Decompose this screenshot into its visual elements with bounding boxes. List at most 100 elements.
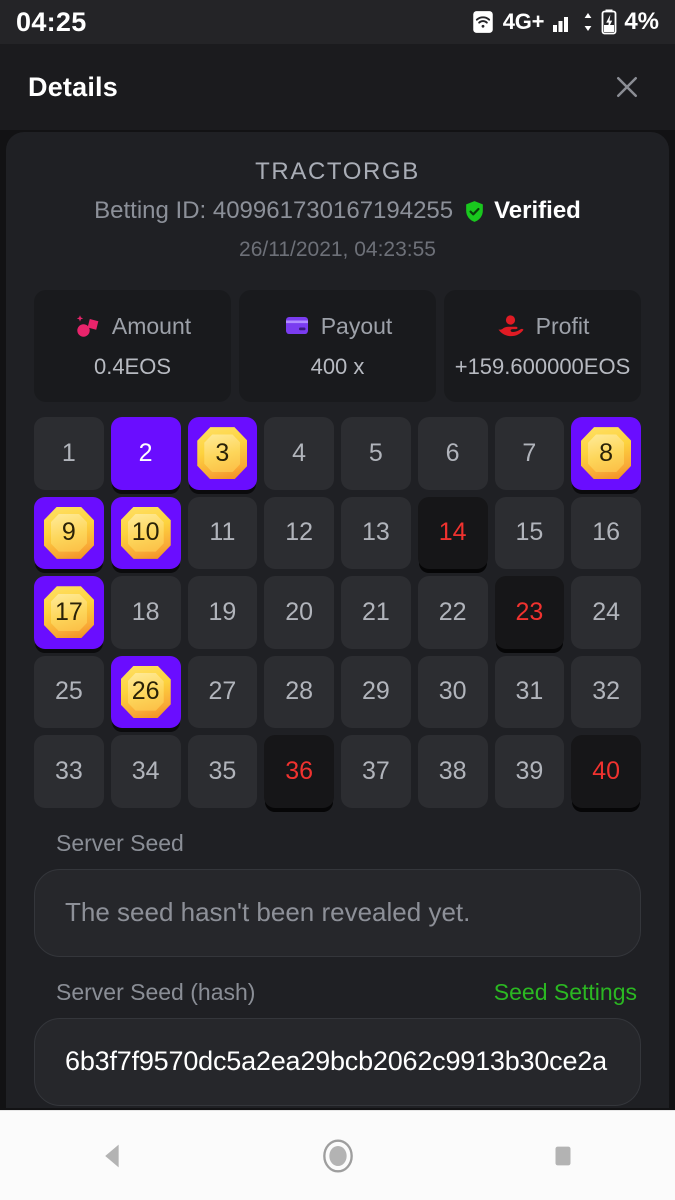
grid-cell-body[interactable]: 32 bbox=[571, 655, 641, 729]
grid-cell-body[interactable]: 22 bbox=[417, 576, 488, 649]
grid-cell-37[interactable]: 37 bbox=[341, 735, 411, 808]
grid-cell-39[interactable]: 39 bbox=[494, 735, 565, 808]
signal-icon bbox=[551, 10, 575, 34]
grid-cell-number: 3 bbox=[215, 438, 230, 467]
grid-cell-23[interactable]: 23 bbox=[494, 576, 565, 649]
grid-cell-body[interactable]: 21 bbox=[341, 576, 411, 649]
grid-cell-number: 40 bbox=[592, 756, 621, 785]
grid-cell-24[interactable]: 24 bbox=[571, 576, 641, 649]
grid-cell-body[interactable]: 40 bbox=[571, 735, 641, 808]
grid-cell-7[interactable]: 7 bbox=[494, 417, 565, 490]
grid-cell-12[interactable]: 12 bbox=[264, 496, 334, 570]
grid-cell-body[interactable]: 36 bbox=[264, 735, 334, 808]
nav-home-button[interactable] bbox=[278, 1111, 398, 1200]
grid-cell-16[interactable]: 16 bbox=[571, 496, 641, 570]
grid-cell-body[interactable]: 31 bbox=[494, 655, 565, 729]
nav-back-button[interactable] bbox=[53, 1111, 173, 1200]
grid-cell-body[interactable]: 1 bbox=[34, 417, 104, 490]
grid-cell-body[interactable]: 38 bbox=[417, 735, 488, 808]
grid-cell-body[interactable]: 11 bbox=[187, 496, 258, 570]
grid-cell-14[interactable]: 14 bbox=[417, 496, 488, 570]
grid-cell-25[interactable]: 25 bbox=[34, 655, 104, 729]
grid-cell-body[interactable]: 23 bbox=[494, 576, 565, 649]
grid-cell-4[interactable]: 4 bbox=[264, 417, 334, 490]
grid-cell-body[interactable]: 28 bbox=[264, 655, 334, 729]
grid-cell-29[interactable]: 29 bbox=[341, 655, 411, 729]
grid-cell-body[interactable]: 9 bbox=[34, 496, 104, 570]
grid-cell-27[interactable]: 27 bbox=[187, 655, 258, 729]
grid-cell-30[interactable]: 30 bbox=[417, 655, 488, 729]
grid-cell-8[interactable]: 8 bbox=[571, 417, 641, 490]
grid-cell-20[interactable]: 20 bbox=[264, 576, 334, 649]
grid-cell-number: 9 bbox=[61, 518, 76, 547]
server-seed-hash-field[interactable]: 6b3f7f9570dc5a2ea29bcb2062c9913b30ce2a bbox=[34, 1017, 641, 1106]
grid-cell-body[interactable]: 14 bbox=[417, 496, 488, 570]
grid-cell-15[interactable]: 15 bbox=[494, 496, 565, 570]
grid-cell-body[interactable]: 16 bbox=[571, 496, 641, 570]
grid-cell-28[interactable]: 28 bbox=[264, 655, 334, 729]
grid-cell-35[interactable]: 35 bbox=[187, 735, 258, 808]
grid-cell-body[interactable]: 5 bbox=[341, 417, 411, 490]
grid-cell-18[interactable]: 18 bbox=[110, 576, 181, 649]
grid-cell-body[interactable]: 25 bbox=[34, 655, 104, 729]
grid-cell-body[interactable]: 4 bbox=[264, 417, 334, 490]
stat-payout-label: Payout bbox=[320, 312, 393, 339]
grid-cell-2[interactable]: 2 bbox=[110, 417, 181, 490]
grid-cell-31[interactable]: 31 bbox=[494, 655, 565, 729]
grid-cell-body[interactable]: 13 bbox=[341, 496, 411, 570]
grid-cell-body[interactable]: 7 bbox=[494, 417, 565, 490]
grid-cell-5[interactable]: 5 bbox=[341, 417, 411, 490]
grid-cell-body[interactable]: 37 bbox=[341, 735, 411, 808]
grid-cell-34[interactable]: 34 bbox=[110, 735, 181, 808]
grid-cell-body[interactable]: 6 bbox=[417, 417, 488, 490]
stat-card-amount: Amount 0.4EOS bbox=[34, 290, 231, 402]
grid-cell-body[interactable]: 34 bbox=[110, 735, 181, 808]
grid-cell-17[interactable]: 17 bbox=[34, 576, 104, 649]
grid-cell-body[interactable]: 15 bbox=[494, 496, 565, 570]
grid-cell-body[interactable]: 8 bbox=[571, 417, 641, 490]
grid-cell-body[interactable]: 29 bbox=[341, 655, 411, 729]
grid-cell-6[interactable]: 6 bbox=[417, 417, 488, 490]
grid-cell-body[interactable]: 26 bbox=[110, 655, 181, 729]
grid-cell-body[interactable]: 39 bbox=[494, 735, 565, 808]
gem-inner bbox=[50, 593, 87, 632]
grid-cell-9[interactable]: 9 bbox=[34, 496, 104, 570]
grid-cell-body[interactable]: 33 bbox=[34, 735, 104, 808]
grid-cell-36[interactable]: 36 bbox=[264, 735, 334, 808]
grid-cell-33[interactable]: 33 bbox=[34, 735, 104, 808]
grid-cell-26[interactable]: 26 bbox=[110, 655, 181, 729]
grid-cell-13[interactable]: 13 bbox=[341, 496, 411, 570]
grid-cell-11[interactable]: 11 bbox=[187, 496, 258, 570]
server-seed-field[interactable]: The seed hasn't been revealed yet. bbox=[34, 868, 641, 957]
close-button[interactable] bbox=[607, 67, 647, 107]
grid-cell-body[interactable]: 18 bbox=[110, 576, 181, 649]
grid-cell-body[interactable]: 35 bbox=[187, 735, 258, 808]
grid-cell-body[interactable]: 10 bbox=[110, 496, 181, 570]
grid-cell-10[interactable]: 10 bbox=[110, 496, 181, 570]
grid-cell-body[interactable]: 27 bbox=[187, 655, 258, 729]
grid-cell-body[interactable]: 3 bbox=[187, 417, 258, 490]
page-title: Details bbox=[28, 71, 118, 102]
data-arrows-icon bbox=[582, 10, 594, 34]
grid-cell-number: 29 bbox=[361, 677, 390, 706]
grid-cell-21[interactable]: 21 bbox=[341, 576, 411, 649]
seed-settings-link[interactable]: Seed Settings bbox=[493, 978, 637, 1005]
grid-cell-body[interactable]: 17 bbox=[34, 576, 104, 649]
home-circle-icon bbox=[322, 1139, 353, 1172]
grid-cell-body[interactable]: 30 bbox=[417, 655, 488, 729]
grid-cell-number: 28 bbox=[285, 677, 314, 706]
grid-cell-32[interactable]: 32 bbox=[571, 655, 641, 729]
grid-cell-1[interactable]: 1 bbox=[34, 417, 104, 490]
grid-cell-body[interactable]: 20 bbox=[264, 576, 334, 649]
grid-cell-22[interactable]: 22 bbox=[417, 576, 488, 649]
grid-cell-body[interactable]: 2 bbox=[110, 417, 181, 490]
nav-recents-button[interactable] bbox=[503, 1111, 623, 1200]
grid-cell-3[interactable]: 3 bbox=[187, 417, 258, 490]
grid-cell-body[interactable]: 24 bbox=[571, 576, 641, 649]
grid-cell-40[interactable]: 40 bbox=[571, 735, 641, 808]
grid-cell-19[interactable]: 19 bbox=[187, 576, 258, 649]
grid-cell-body[interactable]: 12 bbox=[264, 496, 334, 570]
grid-cell-body[interactable]: 19 bbox=[187, 576, 258, 649]
grid-cell-38[interactable]: 38 bbox=[417, 735, 488, 808]
stat-profit-value: +159.600000EOS bbox=[454, 353, 631, 379]
